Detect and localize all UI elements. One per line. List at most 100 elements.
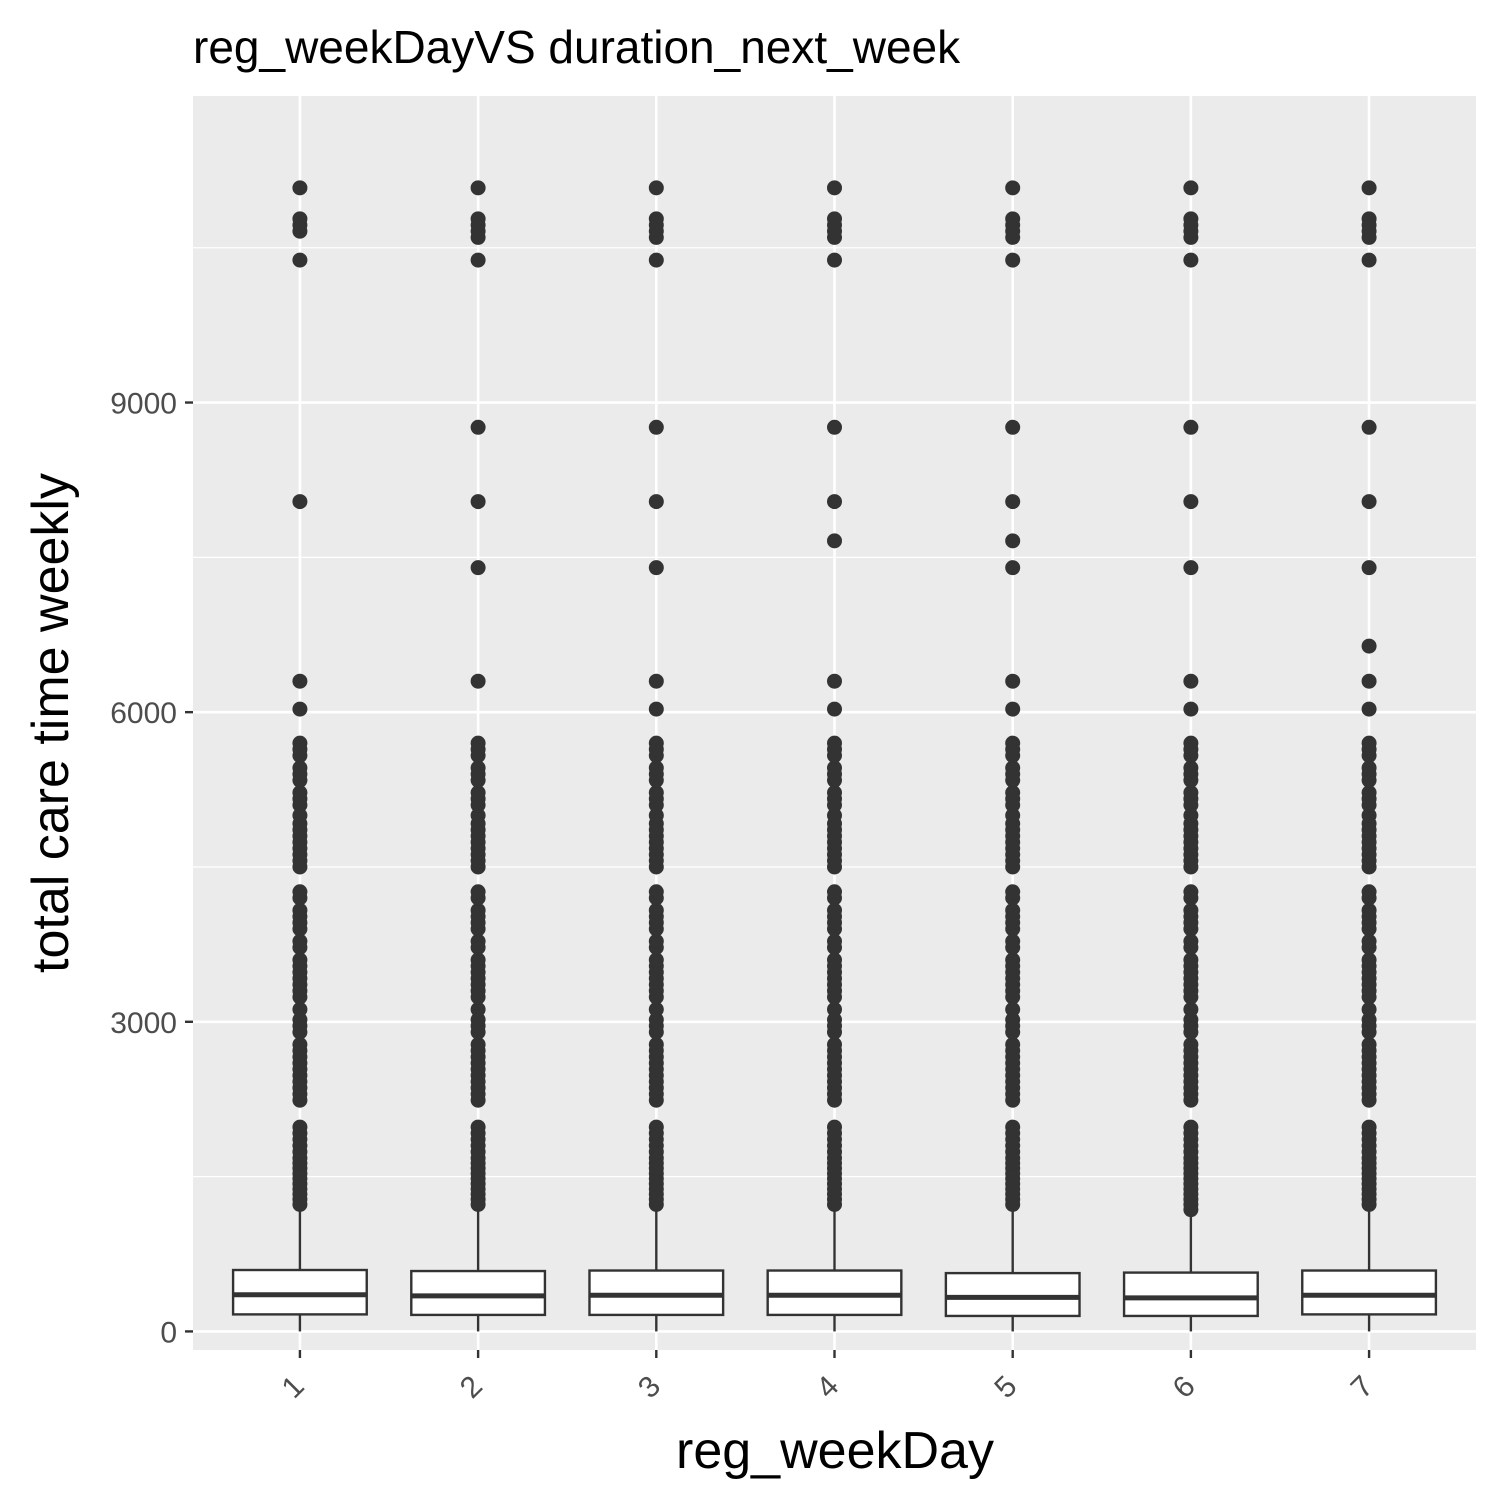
outlier-point xyxy=(470,1036,486,1052)
outlier-point xyxy=(1183,952,1199,968)
outlier-point xyxy=(648,560,664,576)
outlier-point xyxy=(470,211,486,227)
outlier-point xyxy=(470,785,486,801)
box-iqr xyxy=(766,1269,903,1317)
outlier-point xyxy=(1361,952,1377,968)
outlier-point xyxy=(827,933,842,949)
outlier-point xyxy=(1005,884,1021,900)
outlier-point xyxy=(470,252,486,268)
outlier-point xyxy=(1183,1001,1199,1017)
outlier-point xyxy=(1183,180,1199,196)
outlier-point xyxy=(1361,560,1377,576)
outlier-point xyxy=(1361,211,1377,227)
outlier-point xyxy=(648,419,664,435)
box-group-4 xyxy=(766,180,903,1332)
x-tick-label: 7 xyxy=(1345,1370,1380,1405)
outlier-point xyxy=(1005,902,1021,918)
outlier-point xyxy=(1361,1012,1377,1028)
outlier-point xyxy=(470,884,486,900)
x-tick-label: 3 xyxy=(632,1370,667,1405)
outlier-point xyxy=(1005,494,1021,510)
outlier-point xyxy=(1183,252,1199,268)
outlier-point xyxy=(648,933,664,949)
outlier-point xyxy=(1005,533,1021,549)
outlier-point xyxy=(1183,785,1199,801)
outlier-point xyxy=(1005,807,1021,823)
y-axis-title: total care time weekly xyxy=(22,473,80,973)
outlier-point xyxy=(1005,211,1021,227)
box-layer xyxy=(231,180,1438,1332)
outlier-point xyxy=(292,673,308,689)
outlier-point xyxy=(1183,933,1199,949)
outlier-point xyxy=(648,494,664,510)
outlier-point xyxy=(1005,760,1021,776)
outlier-point xyxy=(470,180,486,196)
outlier-point xyxy=(1361,933,1377,949)
axes: 0 3000 6000 9000 1 2 3 4 5 6 7 xyxy=(110,388,1380,1405)
outlier-point xyxy=(292,211,308,227)
outlier-point xyxy=(1361,760,1377,776)
outlier-point xyxy=(470,902,486,918)
outlier-point xyxy=(1005,785,1021,801)
box-group-5 xyxy=(944,180,1081,1332)
outlier-point xyxy=(648,735,664,751)
outlier-point xyxy=(648,252,664,268)
outlier-point xyxy=(292,1036,308,1052)
outlier-point xyxy=(1183,419,1199,435)
x-tick-label: 1 xyxy=(276,1370,311,1405)
outlier-point xyxy=(1183,211,1199,227)
outlier-point xyxy=(1361,735,1377,751)
outlier-point xyxy=(827,419,842,435)
outlier-point xyxy=(292,933,308,949)
outlier-point xyxy=(648,1119,664,1135)
outlier-point xyxy=(292,884,308,900)
outlier-point xyxy=(827,1119,842,1135)
outlier-point xyxy=(827,952,842,968)
x-tick-label: 4 xyxy=(810,1370,845,1405)
y-tick-label: 6000 xyxy=(110,697,177,730)
outlier-point xyxy=(292,701,308,717)
outlier-point xyxy=(827,902,842,918)
outlier-point xyxy=(648,760,664,776)
outlier-point xyxy=(292,180,308,196)
outlier-point xyxy=(648,785,664,801)
outlier-point xyxy=(648,673,664,689)
outlier-point xyxy=(1005,701,1021,717)
outlier-point xyxy=(292,1001,308,1017)
outlier-point xyxy=(1361,419,1377,435)
y-tick-label: 3000 xyxy=(110,1007,177,1040)
outlier-point xyxy=(470,807,486,823)
outlier-point xyxy=(470,933,486,949)
outlier-point xyxy=(1005,252,1021,268)
outlier-point xyxy=(827,1036,842,1052)
chart-title: reg_weekDayVS duration_next_week xyxy=(193,21,961,73)
outlier-point xyxy=(1361,902,1377,918)
outlier-point xyxy=(1183,673,1199,689)
outlier-point xyxy=(1005,1012,1021,1028)
box-iqr xyxy=(231,1268,368,1316)
outlier-point xyxy=(1361,807,1377,823)
outlier-point xyxy=(1005,1001,1021,1017)
outlier-point xyxy=(648,1012,664,1028)
outlier-point xyxy=(1361,638,1377,654)
outlier-point xyxy=(1361,673,1377,689)
x-tick-label: 2 xyxy=(454,1370,489,1405)
outlier-point xyxy=(292,785,308,801)
box-group-6 xyxy=(1122,180,1259,1332)
outlier-point xyxy=(1005,1119,1021,1135)
outlier-point xyxy=(1361,252,1377,268)
outlier-point xyxy=(648,1001,664,1017)
outlier-point xyxy=(1183,560,1199,576)
outlier-point xyxy=(648,884,664,900)
outlier-point xyxy=(827,807,842,823)
box-iqr xyxy=(410,1269,547,1317)
outlier-point xyxy=(1183,760,1199,776)
outlier-point xyxy=(1005,735,1021,751)
box-group-3 xyxy=(588,180,725,1332)
outlier-point xyxy=(1361,180,1377,196)
outlier-point xyxy=(1183,902,1199,918)
outlier-point xyxy=(1005,419,1021,435)
outlier-point xyxy=(827,673,842,689)
outlier-point xyxy=(1005,933,1021,949)
